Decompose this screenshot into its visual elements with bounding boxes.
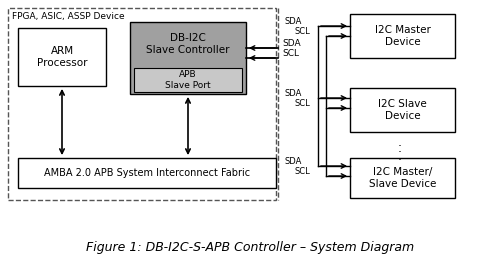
Bar xyxy=(134,68,242,92)
Text: .: . xyxy=(398,135,402,148)
Bar xyxy=(8,8,276,200)
Text: SCL: SCL xyxy=(294,167,310,177)
Bar xyxy=(18,28,106,86)
Text: I2C Master/
Slave Device: I2C Master/ Slave Device xyxy=(369,167,436,189)
Text: APB
Slave Port: APB Slave Port xyxy=(165,70,211,90)
Text: FPGA, ASIC, ASSP Device: FPGA, ASIC, ASSP Device xyxy=(12,12,124,21)
Bar xyxy=(350,14,455,58)
Text: I2C Slave
Device: I2C Slave Device xyxy=(378,99,427,121)
Text: AMBA 2.0 APB System Interconnect Fabric: AMBA 2.0 APB System Interconnect Fabric xyxy=(44,168,250,178)
Text: ARM
Processor: ARM Processor xyxy=(37,46,88,68)
Text: SDA: SDA xyxy=(282,40,300,49)
Bar xyxy=(130,22,246,94)
Text: Figure 1: DB-I2C-S-APB Controller – System Diagram: Figure 1: DB-I2C-S-APB Controller – Syst… xyxy=(86,242,414,254)
Text: .: . xyxy=(398,143,402,155)
Text: SDA: SDA xyxy=(284,17,302,26)
Text: SDA: SDA xyxy=(284,158,302,167)
Text: SCL: SCL xyxy=(282,50,299,59)
Bar xyxy=(350,158,455,198)
Text: DB-I2C
Slave Controller: DB-I2C Slave Controller xyxy=(146,33,230,55)
Text: I2C Master
Device: I2C Master Device xyxy=(374,25,430,47)
Text: SDA: SDA xyxy=(284,89,302,98)
Text: SCL: SCL xyxy=(294,27,310,36)
Text: SCL: SCL xyxy=(294,100,310,109)
Bar xyxy=(350,88,455,132)
Bar xyxy=(18,158,276,188)
Text: .: . xyxy=(398,149,402,163)
